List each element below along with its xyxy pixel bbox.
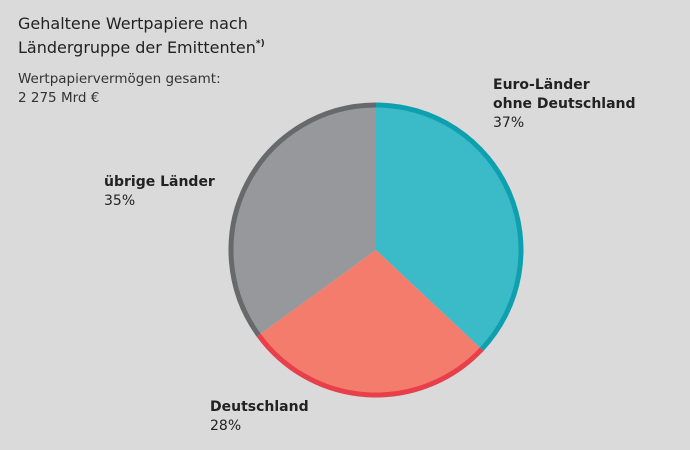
category-name: Euro-Länder [493,77,590,93]
category-name: übrige Länder [104,174,215,190]
category-name: ohne Deutschland [493,96,636,112]
pie-slice [376,105,521,350]
value-label: 28% [210,418,242,434]
title-note: *) [255,39,265,49]
value-label: 35% [104,193,136,209]
value-label: 37% [493,115,525,131]
pie-slice [231,105,376,336]
title-line: Gehaltene Wertpapiere nach [18,14,248,33]
slice-label: übrige Länder 35% [104,173,215,211]
category-name: Deutschland [210,399,309,415]
subtitle: Wertpapiervermögen gesamt: 2 275 Mrd € [18,70,221,108]
subtitle-line: Wertpapiervermögen gesamt: [18,71,221,87]
chart-title: Gehaltene Wertpapiere nach Ländergruppe … [18,13,265,58]
slice-label: Euro-Länder ohne Deutschland 37% [493,76,636,133]
pie-slice [258,250,482,395]
subtitle-line: 2 275 Mrd € [18,90,100,106]
title-text: Ländergruppe der Emittenten [18,38,256,57]
slice-edge [228,102,377,337]
slice-edge [375,102,524,351]
slice-label: Deutschland 28% [210,398,309,436]
title-line: Ländergruppe der Emittenten*) [18,34,265,58]
slice-edge [256,333,484,398]
